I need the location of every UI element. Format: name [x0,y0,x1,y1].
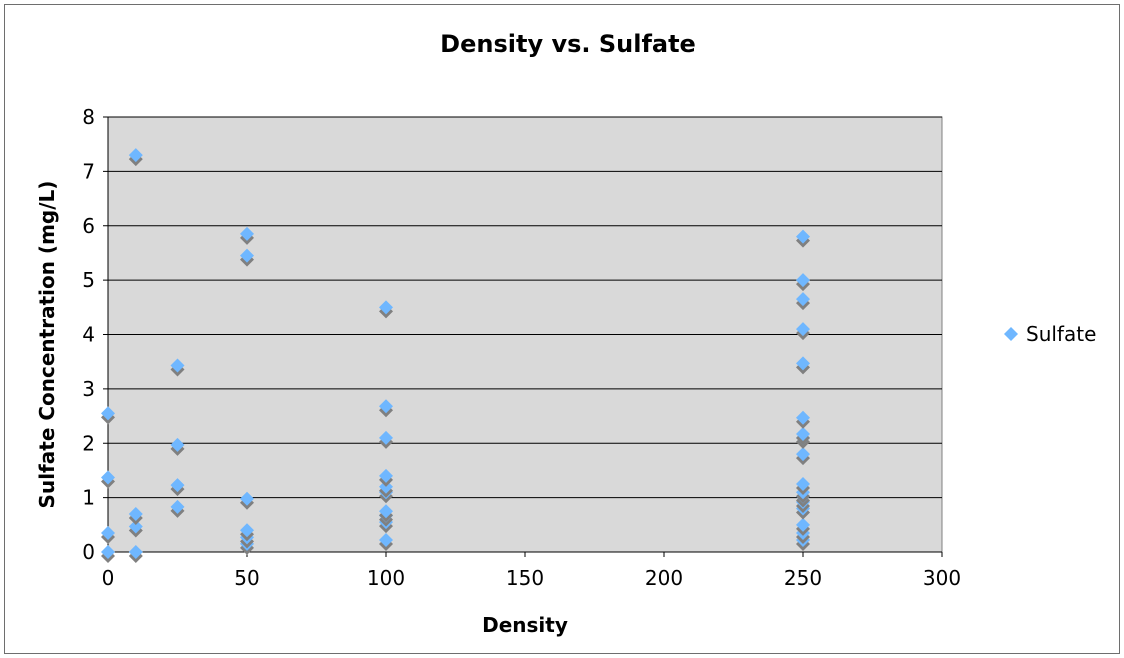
data-point [240,491,254,506]
data-point [240,226,254,241]
data-point [128,545,143,559]
y-tick-label: 2 [82,431,95,455]
data-point [379,399,393,414]
y-tick-label: 5 [82,268,95,292]
legend-label: Sulfate [1026,322,1096,346]
data-point [101,470,115,485]
x-tick-label: 50 [234,566,259,590]
y-tick-label: 4 [82,323,95,347]
data-point [101,545,115,559]
data-point [240,523,254,538]
x-tick-label: 0 [102,566,115,590]
data-point [128,506,143,521]
y-tick-label: 8 [82,105,95,129]
data-point [170,499,185,514]
data-point [796,427,810,442]
data-point [101,525,115,540]
y-tick-label: 6 [82,214,95,238]
data-point [101,406,115,421]
data-point [170,437,185,452]
data-point [379,533,393,548]
data-point [379,430,393,445]
data-point [379,468,393,483]
data-point [379,504,393,519]
y-tick-label: 1 [82,486,95,510]
data-points [101,148,810,563]
y-tick-label: 3 [82,377,95,401]
x-axis-title: Density [482,613,568,637]
data-point [128,148,143,163]
x-tick-label: 150 [506,566,544,590]
data-point [796,229,810,244]
data-point [796,447,810,462]
x-tick-label: 300 [923,566,961,590]
data-point [170,478,185,493]
legend: Sulfate [1004,322,1096,346]
data-point [379,300,393,315]
data-point [796,410,810,425]
y-tick-label: 7 [82,159,95,183]
data-point [796,477,810,492]
y-axis-title: Sulfate Concentration (mg/L) [35,181,59,509]
x-tick-label: 250 [784,566,822,590]
data-point [128,519,143,534]
data-point [796,356,810,371]
data-point [796,322,810,337]
legend-marker-icon [1004,327,1018,341]
x-tick-label: 100 [367,566,405,590]
x-tick-label: 200 [645,566,683,590]
tick-labels: 0 1 2 3 4 5 6 7 8 0 50 100 150 200 250 300 [82,105,961,590]
data-point [796,517,810,532]
data-point [796,292,810,307]
data-point [240,248,254,263]
chart-title: Density vs. Sulfate [440,30,696,58]
y-tick-label: 0 [82,540,95,564]
data-point [796,273,810,288]
data-point [170,358,185,373]
